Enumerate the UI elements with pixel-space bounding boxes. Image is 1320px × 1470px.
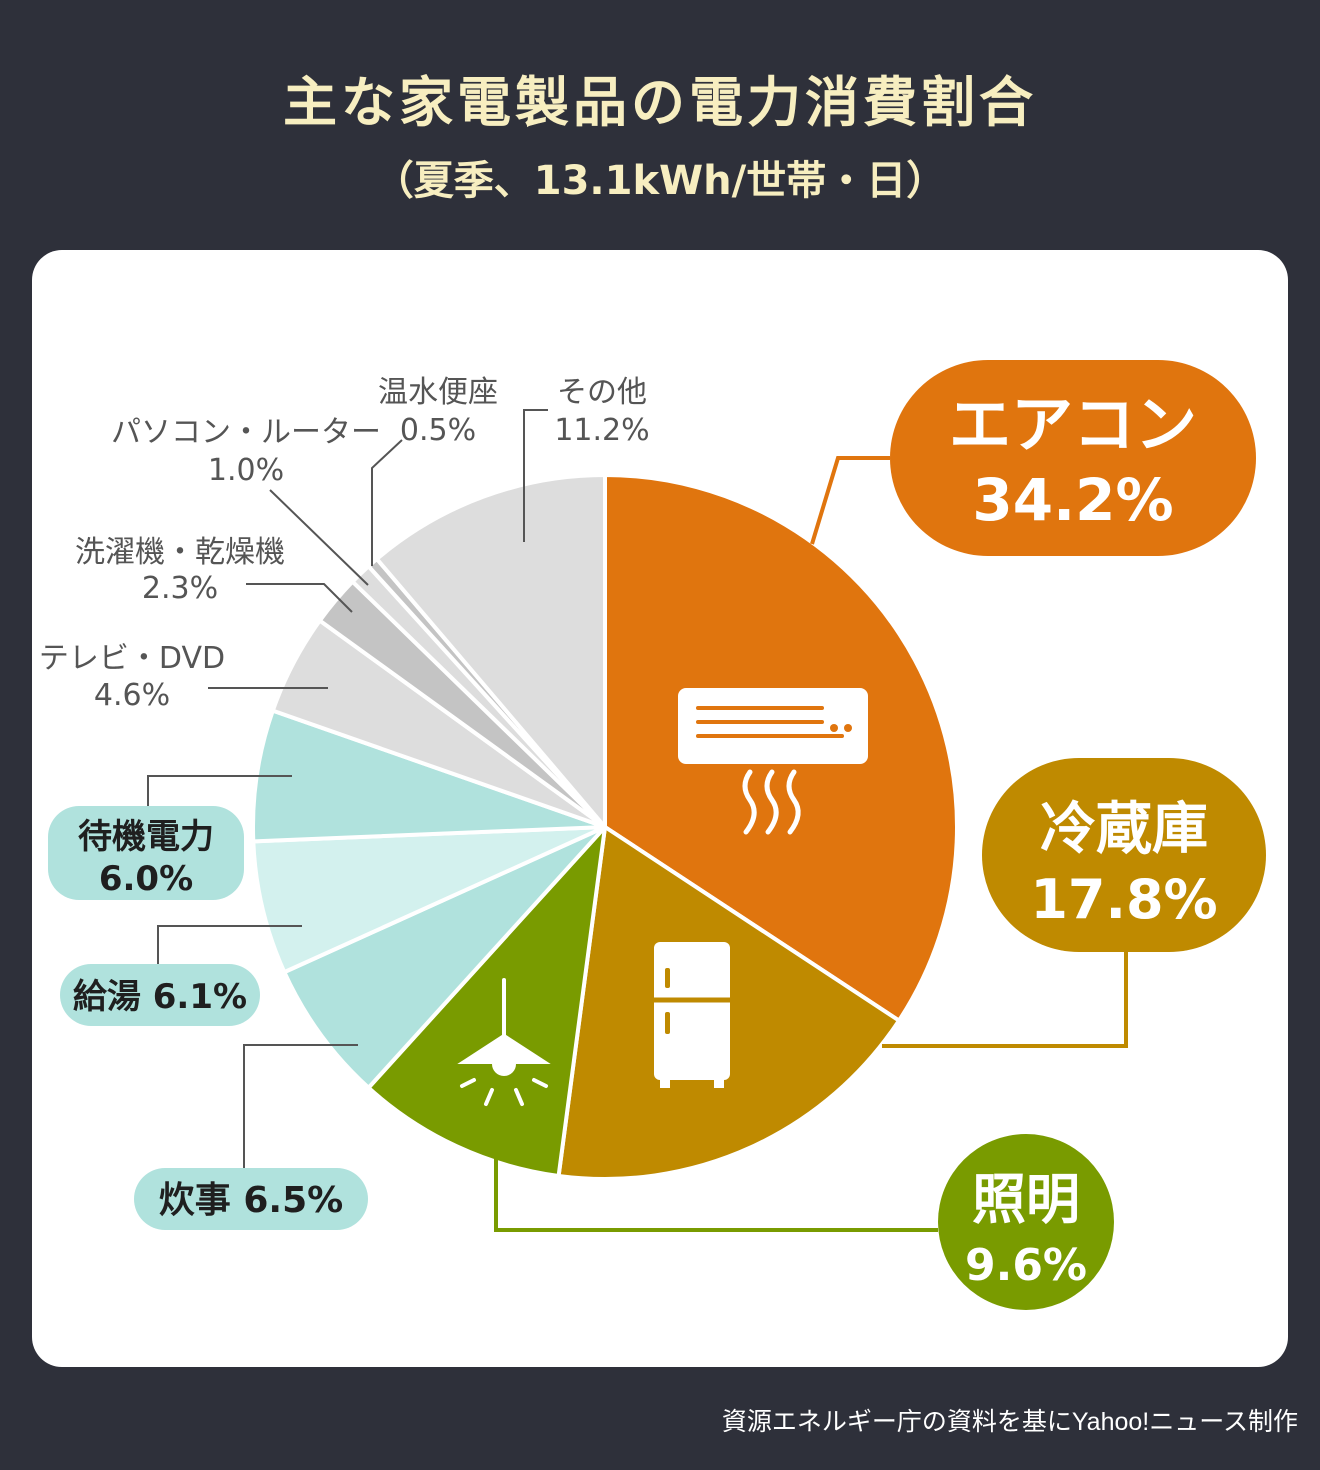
chart-card: エアコン 34.2% 冷蔵庫 17.8% 照明 9.6% 炊事 6.5% 給湯 6.1% 待機電… [32,250,1288,1367]
slice-value: 9.6% [965,1240,1087,1291]
slice-label: 照明 [972,1168,1080,1231]
refrigerator-icon [654,942,730,1088]
leader-line-slice-3 [243,1044,358,1168]
slice-value: 11.2% [554,413,649,448]
slice-label: その他 [557,375,647,410]
slice-label-name: 給湯 [73,977,153,1017]
label-tag-slice-3 [134,1168,368,1230]
slice-label: 冷蔵庫 [1040,797,1208,862]
label-pill-slice-1 [982,758,1266,952]
air-conditioner-icon [678,688,868,835]
slice-label: 温水便座 [378,375,498,410]
label-tag-slice-4 [60,964,260,1026]
slice-value: 6.5% [243,1180,343,1221]
slice-value: 2.3% [142,571,218,606]
slice-label-name: 炊事 [159,1180,244,1221]
slice-icons [457,688,868,1106]
leader-lines [147,409,1128,1232]
leader-line-slice-0 [810,456,890,545]
pie-slice-4 [251,825,607,975]
pie-slice-2 [366,825,607,1178]
slice-value: 6.1% [153,977,247,1017]
slice-value: 1.0% [208,453,284,488]
leader-line-slice-4 [157,925,302,964]
label-pill-slice-2 [938,1134,1114,1310]
slice-label: 炊事 6.5% [159,1180,343,1221]
slice-value: 17.8% [1030,868,1217,931]
slice-value: 34.2% [972,466,1173,534]
chart-subtitle: （夏季、13.1kWh/世帯・日） [373,158,947,204]
pie-slices [251,473,959,1181]
label-pill-slice-0 [890,360,1256,556]
pie-slice-10 [374,473,607,829]
chart-title: 主な家電製品の電力消費割合 [283,71,1037,134]
leader-line-slice-5 [147,775,292,806]
slice-value: 6.0% [99,859,193,899]
slice-label: パソコン・ルーター [111,415,381,450]
leader-line-slice-2 [494,1158,938,1232]
slice-value: 0.5% [400,413,476,448]
label-tag-slice-5 [48,806,244,900]
slice-label: 給湯 6.1% [73,977,247,1017]
slice-label: エアコン [949,388,1197,461]
pie-slice-3 [282,825,607,1090]
leader-line-slice-7 [246,583,353,613]
slice-label: 待機電力 [78,817,214,857]
slice-label: テレビ・DVD [39,641,225,676]
leader-line-slice-1 [882,952,1128,1048]
source-note: 資源エネルギー庁の資料を基にYahoo!ニュース制作 [721,1408,1298,1436]
slice-label: 洗濯機・乾燥機 [75,535,285,570]
leader-line-slice-9 [371,439,403,566]
lamp-icon [457,978,551,1106]
leader-line-slice-10 [523,409,548,542]
leader-line-slice-8 [269,489,369,586]
slice-value: 4.6% [94,678,170,713]
